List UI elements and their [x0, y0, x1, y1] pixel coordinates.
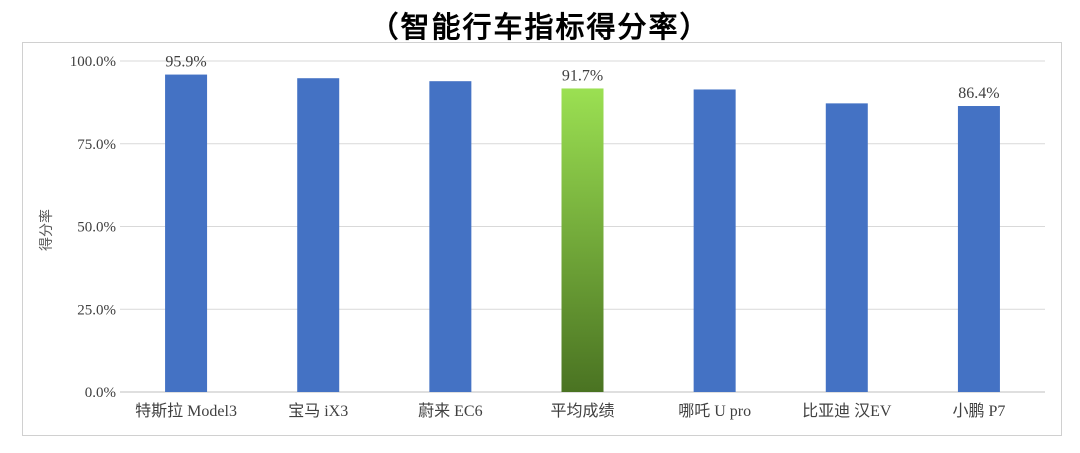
data-label: 95.9% [165, 54, 206, 71]
bar [165, 74, 208, 393]
category-labels: 特斯拉 Model3 宝马 iX3 蔚来 EC6 平均成绩 哪吒 U pro 比亚迪 汉E… [135, 402, 1005, 420]
y-tick-label: 50.0% [77, 220, 116, 236]
bar [957, 106, 1000, 393]
y-axis-label: 得分率 [38, 209, 55, 251]
category-label: 特斯拉 Model3 [135, 402, 237, 420]
y-tick-label: 75.0% [77, 137, 116, 153]
y-tick-label: 100.0% [70, 54, 116, 70]
data-labels: 95.9% 91.7% 86.4% [165, 54, 999, 102]
bar [825, 103, 868, 393]
data-label: 86.4% [958, 85, 999, 102]
bar [693, 89, 736, 392]
category-label: 哪吒 U pro [678, 402, 751, 420]
data-label: 91.7% [562, 67, 603, 84]
chart-title: （智能行车指标得分率） [369, 10, 711, 44]
category-label: 小鹏 P7 [952, 402, 1005, 420]
category-label: 蔚来 EC6 [418, 402, 482, 420]
chart-frame [22, 42, 1062, 436]
category-label: 平均成绩 [550, 402, 614, 420]
category-label: 比亚迪 汉EV [802, 402, 892, 420]
bars [165, 74, 1000, 393]
category-label: 宝马 iX3 [288, 402, 348, 420]
y-tick-labels: 0.0% 25.0% 50.0% 75.0% 100.0% [70, 54, 116, 401]
bar [429, 81, 472, 392]
bar [297, 78, 340, 392]
y-tick-label: 0.0% [85, 385, 116, 401]
bar [561, 88, 604, 393]
y-tick-label: 25.0% [77, 302, 116, 318]
